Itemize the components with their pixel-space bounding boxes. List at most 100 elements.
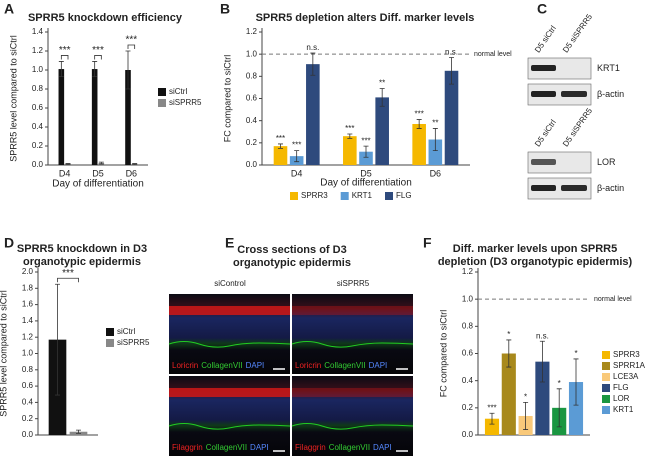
- x-tick-label: D4: [59, 168, 71, 178]
- legend-swatch: [602, 351, 610, 359]
- y-tick-label: 0.6: [462, 349, 474, 358]
- error-bar: [416, 119, 422, 129]
- significance-label: ***: [59, 45, 71, 56]
- legend-label: SPRR3: [301, 191, 328, 200]
- blot-membrane: [527, 57, 592, 80]
- significance-bracket: [94, 55, 102, 60]
- x-tick-label: D4: [291, 168, 303, 178]
- chart-title: SPRR5 knockdown efficiency: [28, 12, 183, 24]
- y-tick-label: 1.0: [22, 349, 34, 358]
- significance-label: *: [574, 349, 577, 358]
- y-tick-label: 1.0: [32, 65, 44, 74]
- y-tick-label: 1.0: [462, 294, 474, 303]
- legend-swatch: [106, 328, 114, 336]
- panel-letter: E: [225, 235, 234, 251]
- error-bar: [363, 145, 369, 158]
- significance-label: *: [507, 330, 510, 339]
- stain-layer: [169, 388, 290, 397]
- bar: [91, 69, 98, 165]
- error-bar: [556, 388, 562, 428]
- basement-membrane: [168, 423, 291, 430]
- stain-label: DAPI: [369, 361, 388, 370]
- stain-layer: [292, 388, 413, 397]
- basement-membrane: [168, 341, 291, 348]
- error-bar: [55, 283, 60, 396]
- legend-swatch: [106, 339, 114, 347]
- lane-label: D5 siCtrl: [533, 24, 558, 54]
- bar: [568, 382, 584, 435]
- lane-label: D5 siSPRR5: [561, 106, 594, 148]
- bar: [359, 151, 373, 165]
- stain-label: DAPI: [246, 361, 265, 370]
- y-tick-label: 0.4: [22, 398, 34, 407]
- legend-swatch: [602, 384, 610, 392]
- significance-label: ***: [345, 124, 354, 133]
- significance-label: ***: [487, 403, 496, 412]
- bar: [535, 361, 550, 435]
- x-axis-label: Day of differentiation: [320, 178, 412, 189]
- micrograph: [292, 376, 413, 456]
- legend-label: FLG: [396, 191, 412, 200]
- panel-title: Cross sections of D3: [237, 244, 346, 256]
- error-bar: [92, 61, 98, 78]
- stain-label: CollagenVII: [329, 443, 370, 452]
- legend-label: siSPRR5: [169, 98, 202, 107]
- bar: [484, 418, 500, 435]
- y-tick-label: 0.2: [32, 141, 44, 150]
- error-bar: [489, 412, 495, 425]
- y-tick-label: 0.0: [246, 160, 258, 169]
- legend-label: SPRR3: [613, 350, 640, 359]
- error-bar: [573, 358, 579, 406]
- x-tick-label: D6: [126, 168, 138, 178]
- lane-label: D5 siCtrl: [533, 118, 558, 148]
- blot-band: [531, 91, 556, 97]
- blot-band: [561, 91, 587, 97]
- y-tick-label: 0.8: [462, 321, 474, 330]
- y-tick-label: 0.2: [22, 414, 34, 423]
- legend-swatch: [602, 395, 610, 403]
- blot-membrane: [527, 151, 592, 174]
- y-tick-label: 0.0: [22, 430, 34, 439]
- legend-label: siCtrl: [169, 87, 187, 96]
- bar: [412, 123, 426, 165]
- significance-label: **: [432, 119, 438, 128]
- legend-label: SPRR1A: [613, 361, 646, 370]
- chart-title: organotypic epidermis: [23, 256, 141, 268]
- y-axis-label: FC compared to siCtrl: [222, 55, 232, 143]
- bar: [444, 70, 459, 165]
- error-bar: [132, 163, 138, 165]
- stain-label: DAPI: [373, 443, 392, 452]
- error-bar: [76, 429, 81, 434]
- y-tick-label: 0.2: [246, 138, 258, 147]
- significance-label: ***: [62, 268, 74, 279]
- blot-band: [561, 185, 587, 191]
- y-tick-label: 1.4: [32, 27, 44, 36]
- bar: [273, 146, 288, 165]
- y-tick-label: 0.4: [32, 122, 44, 131]
- error-bar: [65, 163, 71, 165]
- stain-label: Loricrin: [295, 361, 321, 370]
- significance-label: *: [558, 379, 561, 388]
- panel-letter: F: [423, 235, 432, 251]
- error-bar: [310, 52, 316, 76]
- legend-swatch: [340, 192, 349, 200]
- bar: [343, 136, 357, 165]
- y-tick-label: 0.8: [22, 365, 34, 374]
- lane-label: D5 siSPRR5: [561, 12, 594, 54]
- significance-label: ***: [361, 136, 370, 145]
- chart-title: SPRR5 knockdown in D3: [17, 243, 147, 255]
- legend-swatch: [385, 192, 393, 200]
- significance-label: *: [524, 393, 527, 402]
- blot-membrane: [527, 83, 592, 106]
- y-tick-label: 1.2: [22, 332, 34, 341]
- error-bar: [449, 57, 455, 85]
- bar: [58, 69, 65, 165]
- error-bar: [379, 88, 385, 107]
- y-tick-label: 0.6: [22, 381, 34, 390]
- error-bar: [539, 340, 545, 383]
- significance-bracket: [57, 277, 79, 283]
- bar: [306, 64, 320, 165]
- chart-title: depletion (D3 organotypic epidermis): [438, 256, 633, 268]
- stain-label: CollagenVII: [206, 443, 247, 452]
- error-bar: [347, 133, 353, 139]
